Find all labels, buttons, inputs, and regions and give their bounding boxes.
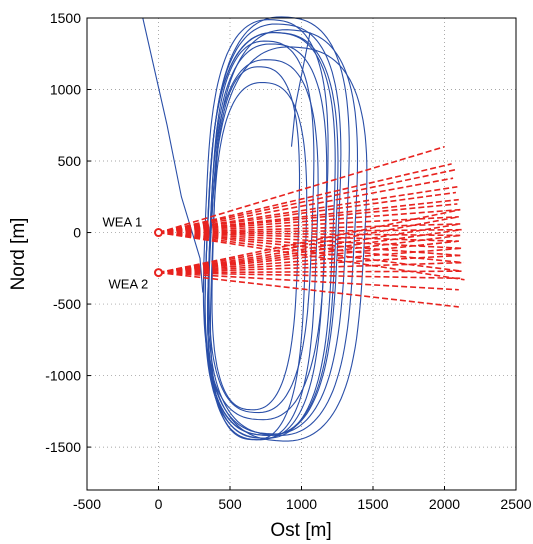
x-axis-title: Ost [m]	[270, 520, 331, 541]
x-tick-label: 0	[155, 496, 163, 512]
turbine-label: WEA 1	[103, 215, 143, 230]
sector-ray	[158, 240, 459, 274]
sector-ray	[158, 228, 462, 234]
turbine-sector-rays	[158, 145, 465, 308]
sector-ray	[158, 261, 464, 274]
sector-ray	[158, 271, 459, 291]
x-tick-label: 2500	[500, 496, 531, 512]
turbine-labels: WEA 1 WEA 2	[103, 215, 149, 292]
sector-ray	[158, 208, 461, 274]
sector-ray	[158, 177, 454, 234]
sector-ray	[158, 216, 459, 234]
sector-ray	[158, 208, 461, 234]
turbine-marker	[154, 268, 163, 278]
sector-ray	[158, 247, 462, 274]
x-tick-label: 1500	[357, 496, 388, 512]
turbine-label: WEA 2	[109, 277, 149, 292]
turbine-marker	[154, 228, 163, 238]
flight-track-loop	[207, 59, 319, 441]
x-tick-label: 500	[218, 496, 242, 512]
y-tick-label: 1000	[50, 82, 81, 98]
sector-ray	[158, 163, 452, 234]
x-tick-label: 1000	[286, 496, 317, 512]
sector-ray	[158, 223, 461, 274]
flight-track	[142, 16, 368, 442]
y-axis-title: Nord [m]	[8, 218, 29, 291]
sector-ray	[158, 168, 457, 234]
sector-ray	[158, 145, 445, 234]
sector-ray	[158, 228, 462, 274]
turbine-markers	[154, 228, 163, 278]
sector-ray	[158, 185, 458, 234]
flight-track-segment	[290, 32, 311, 147]
flight-track-segment	[142, 17, 204, 293]
x-tick-label: 2000	[429, 496, 460, 512]
y-tick-label: 500	[58, 153, 82, 169]
flight-track-loop	[202, 19, 329, 421]
sector-ray	[158, 223, 461, 234]
y-tick-label: 1500	[50, 10, 81, 26]
y-tick-label: -1500	[45, 439, 81, 455]
y-tick-label: 0	[73, 225, 81, 241]
sector-ray	[158, 270, 462, 274]
y-tick-labels: -1500 -1000 -500 0 500 1000 1500	[45, 10, 91, 455]
sector-ray	[158, 191, 457, 234]
sector-ray	[158, 231, 461, 257]
sector-ray	[158, 271, 461, 280]
flight-track-loop	[209, 81, 308, 441]
sector-ray	[158, 271, 459, 308]
sector-ray	[158, 254, 461, 274]
y-tick-label: -500	[53, 296, 81, 312]
sector-ray	[158, 216, 459, 274]
y-tick-label: -1000	[45, 368, 81, 384]
sector-ray	[158, 231, 461, 237]
sector-ray	[158, 231, 459, 242]
x-tick-label: -500	[73, 496, 101, 512]
sector-ray	[158, 234, 461, 274]
flight-track-loop	[208, 40, 315, 414]
x-tick-labels: -500 0 500 1000 1500 2000 2500	[73, 486, 532, 512]
sector-ray	[158, 203, 458, 234]
